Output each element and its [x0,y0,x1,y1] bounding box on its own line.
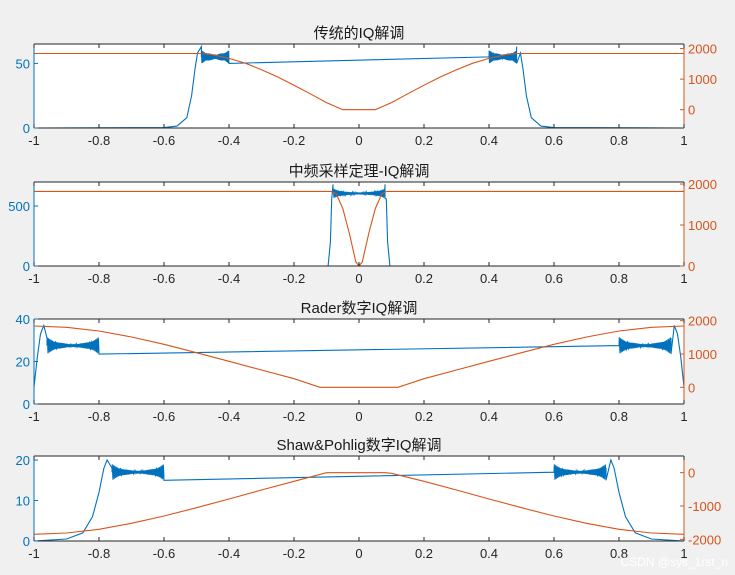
right-y-tick-label: 1000 [688,72,717,87]
x-tick-label: -0.2 [283,133,305,148]
x-tick-label: -1 [28,546,40,561]
x-tick-label: -0.6 [153,409,175,424]
x-tick-label: 0 [355,409,362,424]
subplot-title: 传统的IQ解调 [314,25,405,42]
left-y-tick-label: 10 [16,494,30,509]
x-tick-label: -0.8 [88,271,110,286]
right-y-tick-label: 0 [688,103,695,118]
right-y-tick-label: 1000 [688,218,717,233]
right-y-tick-label: 0 [688,259,695,274]
subplot-rader-iq: -1 -0.8 -0.6 -0.4 -0.2 0 0.2 0.4 0.6 0.8 102040010… [16,300,717,424]
x-tick-label: 0.2 [415,546,433,561]
x-tick-label: 0.4 [480,546,498,561]
right-y-tick-label: 2000 [688,177,717,192]
subplot-shaw-pohlig-iq: -1 -0.8 -0.6 -0.4 -0.2 0 0.2 0.4 0.6 0.8 101020-20… [16,437,722,561]
right-y-tick-label: 0 [688,380,695,395]
x-tick-label: -0.4 [218,271,240,286]
subplot-title: Rader数字IQ解调 [301,300,418,317]
x-tick-label: 0.4 [480,271,498,286]
watermark: CSDN @sys_1rst_n [620,555,728,569]
x-tick-label: 0 [355,133,362,148]
x-tick-label: -0.4 [218,133,240,148]
x-tick-label: 0.4 [480,133,498,148]
left-y-tick-label: 50 [16,56,30,71]
x-tick-label: 0.8 [610,133,628,148]
left-y-tick-label: 0 [23,121,30,136]
left-y-tick-label: 0 [23,259,30,274]
x-tick-label: -0.8 [88,546,110,561]
x-tick-label: 0.2 [415,409,433,424]
x-tick-label: -1 [28,271,40,286]
plot-area [34,456,684,541]
plot-area [34,182,684,266]
x-tick-label: 1 [680,546,687,561]
x-tick-label: -1 [28,133,40,148]
x-tick-label: -0.2 [283,409,305,424]
x-tick-label: -0.4 [218,546,240,561]
x-tick-label: 0.6 [545,546,563,561]
right-y-tick-label: -2000 [688,532,721,547]
x-tick-label: 0.2 [415,271,433,286]
x-tick-label: 0.8 [610,409,628,424]
subplot-title: 中频采样定理-IQ解调 [289,163,430,180]
x-tick-label: -0.6 [153,133,175,148]
amplitude-line [34,458,684,541]
x-tick-label: -1 [28,409,40,424]
plot-area [34,44,684,128]
subplot-title: Shaw&Pohlig数字IQ解调 [276,437,441,454]
subplot-conventional-iq: -1 -0.8 -0.6 -0.4 -0.2 0 0.2 0.4 0.6 0.8 105001000… [16,25,717,148]
x-tick-label: 0.2 [415,133,433,148]
plot-area [34,319,684,404]
left-y-tick-label: 40 [16,312,30,327]
right-y-tick-label: 0 [688,466,695,481]
x-tick-label: 0 [355,546,362,561]
x-tick-label: -0.8 [88,409,110,424]
x-tick-label: -0.2 [283,271,305,286]
x-tick-label: 0 [355,271,362,286]
right-y-tick-label: 2000 [688,314,717,329]
amplitude-line [34,323,684,388]
amplitude-line [34,184,684,266]
left-y-tick-label: 20 [16,355,30,370]
left-y-tick-label: 500 [8,199,30,214]
x-tick-label: -0.6 [153,271,175,286]
x-tick-label: -0.6 [153,546,175,561]
x-tick-label: 1 [680,133,687,148]
x-tick-label: 1 [680,271,687,286]
left-y-tick-label: 0 [23,397,30,412]
right-y-tick-label: 1000 [688,347,717,362]
x-tick-label: 0.6 [545,409,563,424]
x-tick-label: 0.6 [545,271,563,286]
x-tick-label: 0.8 [610,271,628,286]
x-tick-label: 0.8 [610,546,628,561]
x-tick-label: 1 [680,409,687,424]
x-tick-label: 0.4 [480,409,498,424]
x-tick-label: -0.2 [283,546,305,561]
left-y-tick-label: 0 [23,534,30,549]
phase-line [34,190,684,266]
phase-line [34,472,684,535]
x-tick-label: -0.4 [218,409,240,424]
left-y-tick-label: 20 [16,453,30,468]
phase-line [34,52,684,111]
right-y-tick-label: 2000 [688,42,717,57]
phase-line [34,325,684,388]
x-tick-label: -0.8 [88,133,110,148]
right-y-tick-label: -1000 [688,499,721,514]
x-tick-label: 0.6 [545,133,563,148]
subplot-if-sampling-iq: -1 -0.8 -0.6 -0.4 -0.2 0 0.2 0.4 0.6 0.8 105000100… [8,163,717,286]
